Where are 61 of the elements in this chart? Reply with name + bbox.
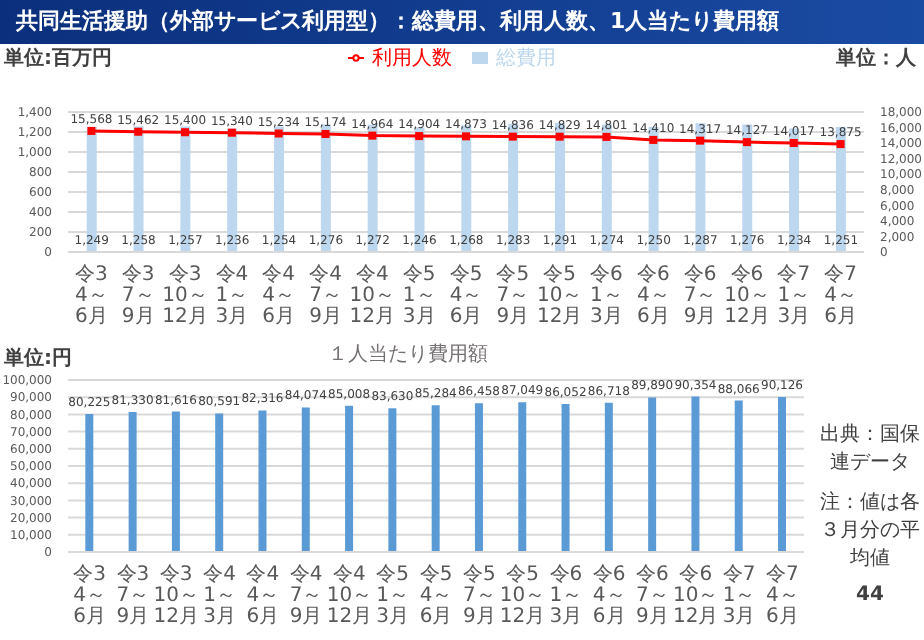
x-tick-label: 令4 10～12月	[326, 562, 373, 628]
point	[696, 136, 705, 145]
point	[508, 132, 517, 141]
point	[555, 132, 564, 141]
point	[462, 132, 470, 141]
legend-label: 総費用	[496, 48, 556, 70]
x-tick-label: 令6 7～9月	[683, 262, 717, 328]
x-tick-label: 令5 4～6月	[449, 262, 483, 328]
x-tick-label: 令5 1～3月	[376, 562, 410, 628]
x-tick-label: 令4 1～3月	[203, 562, 236, 628]
x-tick-label: 令4 1～3月	[215, 262, 249, 328]
source-note: 出典：国保連データ	[820, 421, 920, 476]
x-tick-label: 令6 7～9月	[636, 562, 669, 628]
x-tick-label: 令6 4～6月	[592, 562, 626, 628]
x-tick-label: 令3 7～9月	[116, 562, 150, 628]
x-tick-label: 令7 4～6月	[765, 562, 799, 628]
point	[602, 132, 611, 141]
x-tick-label: 令6 10～12月	[673, 562, 719, 628]
point	[227, 128, 236, 137]
x-tick-label: 令5 4～6月	[419, 562, 453, 628]
y-axis-title: 単位:円	[4, 345, 72, 372]
chart-title: １人当たり費用額	[328, 344, 488, 366]
text: 注：値は各３月分の平均値	[820, 489, 920, 572]
y2-axis-title: 単位：人	[836, 45, 916, 72]
text: 44	[854, 584, 886, 606]
x-tick-label: 令3 4～6月	[75, 262, 108, 328]
point	[789, 138, 798, 147]
x-tick-label: 令4 4～6月	[262, 262, 296, 328]
x-tick-label: 令7 1～3月	[777, 262, 811, 328]
point	[742, 138, 751, 147]
x-tick-label: 令6 1～3月	[590, 262, 623, 328]
point	[87, 126, 96, 135]
x-tick-label: 令3 10～12月	[153, 562, 199, 628]
x-tick-label: 令3 4～6月	[73, 562, 107, 628]
point	[321, 129, 330, 138]
y-axis-title: 単位:百万円	[4, 45, 112, 72]
point	[181, 128, 190, 137]
point	[134, 127, 143, 136]
x-tick-label: 令5 10～12月	[536, 262, 583, 328]
x-tick-label: 令4 4～6月	[246, 562, 280, 628]
point	[415, 132, 424, 141]
x-tick-label: 令5 1～3月	[402, 262, 436, 328]
legend-label: 利用人数	[372, 48, 452, 70]
point	[274, 129, 283, 138]
point	[649, 135, 658, 144]
x-tick-label: 令5 7～9月	[462, 562, 496, 628]
x-tick-label: 令4 7～9月	[289, 562, 323, 628]
x-tick-label: 令6 4～6月	[636, 262, 670, 328]
x-tick-label: 令4 7～9月	[309, 262, 342, 328]
chart-title: 共同生活援助（外部サービス利用型）：総費用、利用人数、1人当たり費用額	[0, 0, 924, 44]
x-tick-label: 令7 4～6月	[824, 262, 857, 328]
x-tick-label: 令3 10～12月	[162, 262, 208, 328]
x-tick-label: 令6 10～12月	[724, 262, 770, 328]
point	[368, 131, 377, 140]
x-tick-label: 令6 1～3月	[549, 562, 583, 628]
point	[836, 140, 845, 149]
x-tick-label: 令4 10～12月	[349, 262, 396, 328]
x-tick-label: 令5 7～9月	[496, 262, 530, 328]
x-tick-label: 令3 7～9月	[121, 262, 155, 328]
x-tick-label: 令7 1～3月	[722, 562, 756, 628]
x-tick-label: 令5 10～12月	[499, 562, 546, 628]
